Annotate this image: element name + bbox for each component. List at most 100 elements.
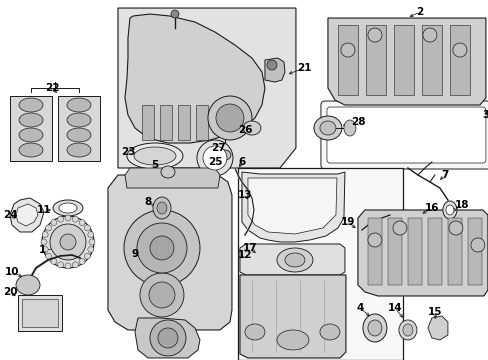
Ellipse shape: [422, 28, 436, 42]
Ellipse shape: [53, 200, 83, 216]
Polygon shape: [242, 172, 344, 242]
Ellipse shape: [127, 143, 183, 169]
Ellipse shape: [150, 236, 174, 260]
Ellipse shape: [266, 60, 276, 70]
Ellipse shape: [402, 324, 412, 336]
Polygon shape: [160, 105, 172, 140]
Ellipse shape: [243, 121, 261, 135]
Ellipse shape: [343, 120, 355, 136]
Ellipse shape: [171, 10, 179, 18]
Text: 20: 20: [3, 287, 17, 297]
Text: 21: 21: [296, 63, 310, 73]
Polygon shape: [125, 168, 220, 188]
Ellipse shape: [445, 205, 453, 215]
Polygon shape: [447, 218, 461, 285]
Ellipse shape: [276, 248, 312, 272]
Ellipse shape: [319, 121, 335, 135]
Ellipse shape: [42, 246, 48, 252]
Ellipse shape: [157, 202, 166, 214]
Text: 17: 17: [242, 243, 257, 253]
Ellipse shape: [72, 262, 78, 268]
Ellipse shape: [392, 221, 406, 235]
Text: 15: 15: [427, 307, 441, 317]
Ellipse shape: [50, 224, 86, 260]
Polygon shape: [247, 178, 336, 234]
Polygon shape: [10, 198, 44, 232]
Polygon shape: [196, 105, 207, 140]
Ellipse shape: [124, 210, 200, 286]
Ellipse shape: [72, 216, 78, 222]
Text: 22: 22: [44, 83, 59, 93]
Polygon shape: [387, 218, 401, 285]
Polygon shape: [449, 25, 469, 95]
Text: 27: 27: [210, 143, 225, 153]
Ellipse shape: [42, 216, 94, 268]
Polygon shape: [240, 244, 344, 275]
Ellipse shape: [79, 220, 85, 226]
Ellipse shape: [67, 98, 91, 112]
Text: 26: 26: [237, 125, 252, 135]
Ellipse shape: [67, 143, 91, 157]
Ellipse shape: [84, 225, 90, 231]
Ellipse shape: [84, 253, 90, 259]
Ellipse shape: [19, 128, 43, 142]
Text: 16: 16: [424, 203, 438, 213]
Text: 13: 13: [237, 190, 252, 200]
Text: 8: 8: [144, 197, 151, 207]
Text: 5: 5: [151, 160, 158, 170]
Polygon shape: [427, 218, 441, 285]
Polygon shape: [337, 25, 357, 95]
Text: 25: 25: [207, 157, 222, 167]
Ellipse shape: [58, 262, 63, 268]
Polygon shape: [16, 204, 38, 226]
Ellipse shape: [150, 320, 185, 356]
Ellipse shape: [89, 239, 95, 245]
Ellipse shape: [244, 324, 264, 340]
Text: 19: 19: [340, 217, 354, 227]
Polygon shape: [367, 218, 381, 285]
Ellipse shape: [149, 282, 175, 308]
Ellipse shape: [134, 147, 176, 165]
Ellipse shape: [59, 203, 77, 213]
Ellipse shape: [367, 28, 381, 42]
Text: 12: 12: [237, 250, 252, 260]
Ellipse shape: [367, 233, 381, 247]
Ellipse shape: [79, 258, 85, 264]
Text: 4: 4: [356, 303, 363, 313]
Ellipse shape: [442, 201, 456, 219]
Polygon shape: [365, 25, 385, 95]
Text: 6: 6: [238, 157, 245, 167]
Bar: [22, 299, 58, 327]
Ellipse shape: [51, 258, 57, 264]
Text: 11: 11: [37, 205, 51, 215]
Ellipse shape: [16, 275, 40, 295]
Ellipse shape: [45, 225, 51, 231]
Ellipse shape: [203, 146, 226, 170]
Ellipse shape: [153, 197, 171, 219]
Ellipse shape: [285, 253, 305, 267]
Polygon shape: [142, 105, 154, 140]
Ellipse shape: [313, 116, 341, 140]
Bar: [18, 295, 62, 331]
Ellipse shape: [398, 320, 416, 340]
Ellipse shape: [88, 246, 94, 252]
Ellipse shape: [51, 220, 57, 226]
Polygon shape: [125, 14, 264, 143]
Text: 28: 28: [350, 117, 365, 127]
Polygon shape: [421, 25, 441, 95]
Polygon shape: [108, 175, 231, 330]
Ellipse shape: [19, 98, 43, 112]
Ellipse shape: [65, 263, 71, 269]
Ellipse shape: [137, 223, 186, 273]
Ellipse shape: [60, 234, 76, 250]
Ellipse shape: [158, 328, 178, 348]
Text: 18: 18: [454, 200, 468, 210]
Ellipse shape: [197, 140, 232, 176]
Ellipse shape: [19, 143, 43, 157]
Bar: [10, 96, 52, 161]
Ellipse shape: [67, 128, 91, 142]
Ellipse shape: [276, 330, 308, 350]
Text: 10: 10: [5, 267, 19, 277]
Polygon shape: [327, 18, 485, 105]
Ellipse shape: [340, 43, 354, 57]
